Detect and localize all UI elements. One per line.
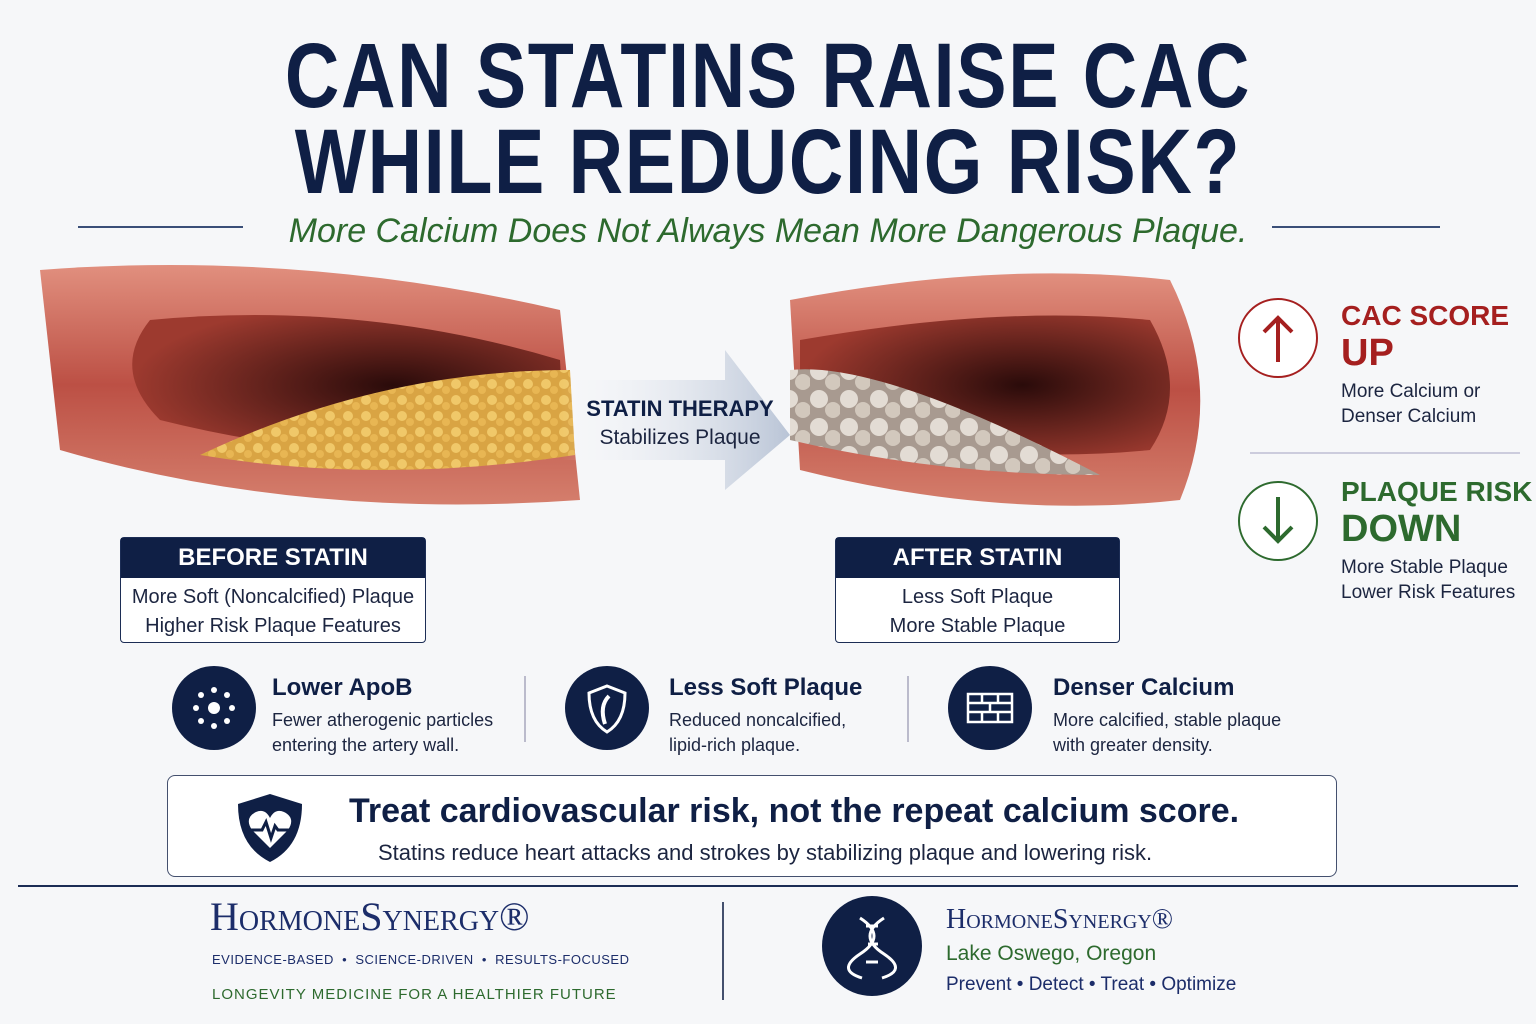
subtitle: More Calcium Does Not Always Mean More D… <box>288 212 1248 250</box>
rule <box>78 226 243 228</box>
rule <box>1272 226 1440 228</box>
divider <box>524 676 526 742</box>
box-title: AFTER STATIN <box>836 538 1119 578</box>
indicator-line: Denser Calcium <box>1341 406 1477 427</box>
indicator-title: CAC SCORE <box>1341 300 1510 331</box>
title-line: WHILE REDUCING RISK? <box>294 111 1242 213</box>
callout-title: Treat cardiovascular risk, not the repea… <box>349 792 1240 830</box>
title-line: CAN STATINS RAISE CAC <box>284 25 1252 127</box>
divider <box>722 902 724 1000</box>
brand: HormoneSynergy® <box>946 904 1174 935</box>
box-line: Higher Risk Plaque Features <box>145 615 401 637</box>
feature-line: Fewer atherogenic particles <box>272 710 494 730</box>
indicator-line: More Stable Plaque <box>1341 557 1508 578</box>
box-line: More Stable Plaque <box>889 615 1066 637</box>
tagline: EVIDENCE-BASED • SCIENCE-DRIVEN • RESULT… <box>212 952 630 967</box>
rule <box>18 885 1518 887</box>
box-title: BEFORE STATIN <box>121 538 425 578</box>
indicator-title: PLAQUE RISK <box>1341 476 1533 507</box>
feature-title: Less Soft Plaque <box>669 674 863 701</box>
rule <box>1250 452 1520 454</box>
arrow <box>560 350 790 490</box>
indicator-icons <box>1238 298 1318 561</box>
after-box: AFTER STATIN Less Soft Plaque More Stabl… <box>835 537 1120 643</box>
arrow-subtitle: Stabilizes Plaque <box>599 426 761 449</box>
callout-icon <box>238 794 302 862</box>
indicator: PLAQUE RISK DOWN More Stable Plaque Lowe… <box>1341 476 1532 605</box>
box-line: More Soft (Noncalcified) Plaque <box>131 586 415 608</box>
divider <box>907 676 909 742</box>
indicator-line: More Calcium or <box>1341 381 1481 402</box>
feature: Lower ApoB Fewer atherogenic particles e… <box>272 674 493 758</box>
feature: Denser Calcium More calcified, stable pl… <box>1053 674 1281 758</box>
box-line: Less Soft Plaque <box>901 586 1054 608</box>
feature-line: entering the artery wall. <box>272 735 460 755</box>
feature: Less Soft Plaque Reduced noncalcified, l… <box>669 674 862 758</box>
feature-line: More calcified, stable plaque <box>1053 710 1282 730</box>
location: Lake Oswego, Oregon <box>946 942 1157 965</box>
illustration <box>40 265 1201 506</box>
feature-title: Lower ApoB <box>272 674 413 701</box>
indicator-direction: UP <box>1341 332 1394 374</box>
feature-icon <box>948 666 1032 750</box>
artery-before <box>40 265 580 505</box>
feature-line: Reduced noncalcified, <box>669 710 847 730</box>
indicator-line: Lower Risk Features <box>1341 582 1516 603</box>
brand: HormoneSynergy® <box>210 894 530 939</box>
callout-text: Statins reduce heart attacks and strokes… <box>378 840 1153 865</box>
before-box: BEFORE STATIN More Soft (Noncalcified) P… <box>120 537 426 643</box>
arrow-title: STATIN THERAPY <box>586 396 774 421</box>
feature-icon <box>565 666 649 750</box>
services: Prevent • Detect • Treat • Optimize <box>946 974 1237 995</box>
feature-icon <box>172 666 256 750</box>
feature-line: lipid-rich plaque. <box>669 735 801 755</box>
feature-title: Denser Calcium <box>1053 674 1235 701</box>
indicator-direction: DOWN <box>1341 508 1462 550</box>
indicator: CAC SCORE UP More Calcium or Denser Calc… <box>1341 300 1509 429</box>
motto: LONGEVITY MEDICINE FOR A HEALTHIER FUTUR… <box>212 986 617 1003</box>
callout: Treat cardiovascular risk, not the repea… <box>167 775 1337 877</box>
artery-after <box>790 273 1201 506</box>
feature-line: with greater density. <box>1053 735 1213 755</box>
dna-icon <box>822 896 922 996</box>
